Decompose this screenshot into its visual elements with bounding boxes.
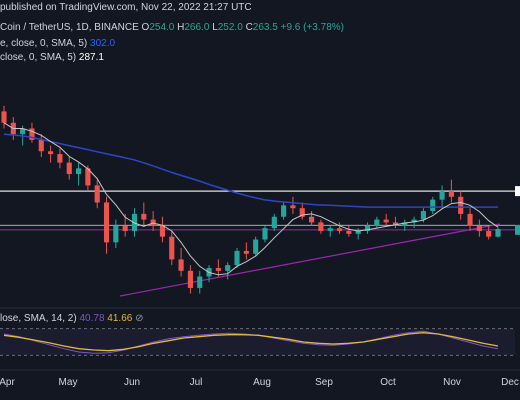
candle-body <box>20 128 26 135</box>
x-tick-label: Nov <box>443 377 461 388</box>
candle-body <box>38 139 44 152</box>
candle-body <box>299 208 305 217</box>
candle-body <box>383 219 389 223</box>
x-tick-label: Aug <box>253 377 271 388</box>
rsi-value-1: 40.78 <box>79 313 105 324</box>
candle-body <box>48 151 54 155</box>
candle-body <box>355 230 361 234</box>
ohlc-change: +9.6 (+3.78%) <box>280 22 344 33</box>
candle-body <box>411 219 417 223</box>
candle-body <box>327 228 333 231</box>
sma-light-line <box>3 122 499 276</box>
candle-body <box>234 250 240 266</box>
x-tick-label: Apr <box>0 377 15 388</box>
sma-blue-line <box>3 133 498 208</box>
candle-body <box>458 196 464 214</box>
candle-body <box>141 213 147 220</box>
candle-body <box>448 191 454 197</box>
ohlc-low-label: L <box>212 22 218 33</box>
candle-body <box>402 222 408 226</box>
circle-off-icon[interactable]: ⊘ <box>135 313 144 324</box>
candle-body <box>215 267 221 271</box>
x-tick-label: Dec <box>501 377 519 388</box>
candle-body <box>281 205 287 217</box>
candle-body <box>430 199 436 212</box>
x-tick-label: Oct <box>380 377 396 388</box>
candle-body <box>197 276 203 288</box>
candle-body <box>76 168 82 175</box>
candle-body <box>66 162 72 175</box>
candle-body <box>364 225 371 231</box>
candle-body <box>439 191 445 200</box>
x-tick-label: Sep <box>315 377 333 388</box>
candle-body <box>159 225 166 237</box>
candle-body <box>85 168 91 186</box>
ohlc-high-label: H <box>177 22 185 33</box>
candle-body <box>113 225 119 243</box>
candle-body <box>187 270 193 288</box>
candle-body <box>1 111 7 123</box>
candle-body <box>374 219 380 226</box>
x-tick-label: Jun <box>124 377 140 388</box>
candle-body <box>262 228 268 240</box>
candle-body <box>346 230 352 234</box>
sma2-label: close, 0, SMA, 5) <box>0 52 77 63</box>
sma1-value: 302.0 <box>90 38 116 49</box>
x-tick-label: Jul <box>190 377 203 388</box>
candle-body <box>336 228 343 231</box>
ascending-trendline <box>119 223 501 297</box>
candle-body <box>29 128 35 140</box>
price-marker-current <box>515 224 520 235</box>
candle-body <box>122 225 128 231</box>
candle-body <box>392 222 399 226</box>
candle-body <box>94 185 100 203</box>
candle-body <box>225 265 231 271</box>
sma1-label: e, close, 0, SMA, 5) <box>0 38 88 49</box>
rsi-legend[interactable]: lose, SMA, 14, 2) 40.78 41.66 ⊘ <box>0 313 144 324</box>
candle-body <box>103 202 110 243</box>
candle-body <box>253 239 259 254</box>
sma1-legend[interactable]: e, close, 0, SMA, 5) 302.0 <box>0 38 115 49</box>
sma2-value: 287.1 <box>78 52 104 63</box>
candle-body <box>467 213 473 226</box>
candle-body <box>476 225 482 231</box>
publish-line: published on TradingView.com, Nov 22, 20… <box>0 2 252 13</box>
candle-body <box>57 154 63 163</box>
rsi-signal-line <box>3 332 499 352</box>
candle-body <box>271 216 277 229</box>
ohlc-open-label: O <box>141 22 150 33</box>
candle-body <box>495 228 501 237</box>
ohlc-low: 252.0 <box>217 22 243 33</box>
candle-body <box>178 259 184 271</box>
candle-body <box>169 236 175 260</box>
rsi-value-2: 41.66 <box>107 313 133 324</box>
candle-body <box>420 211 426 220</box>
sma2-legend[interactable]: close, 0, SMA, 5) 287.1 <box>0 52 104 63</box>
ohlc-open: 254.0 <box>149 22 175 33</box>
candle-body <box>150 219 156 226</box>
candle-body <box>243 250 249 254</box>
price-marker-resistance <box>515 186 520 197</box>
x-tick-label: May <box>59 377 78 388</box>
symbol-ohlc-line: Coin / TetherUS, 1D, BINANCE O254.0 H266… <box>0 22 344 33</box>
candle-body <box>486 230 492 237</box>
candle-body <box>318 222 324 231</box>
candle-body <box>290 205 296 209</box>
rsi-label: lose, SMA, 14, 2) <box>0 313 77 324</box>
ohlc-close-label: C <box>245 22 253 33</box>
candle-body <box>309 216 315 223</box>
ohlc-close: 263.5 <box>252 22 278 33</box>
symbol-label: Coin / TetherUS, 1D, BINANCE <box>0 22 139 33</box>
ohlc-high: 266.0 <box>184 22 210 33</box>
